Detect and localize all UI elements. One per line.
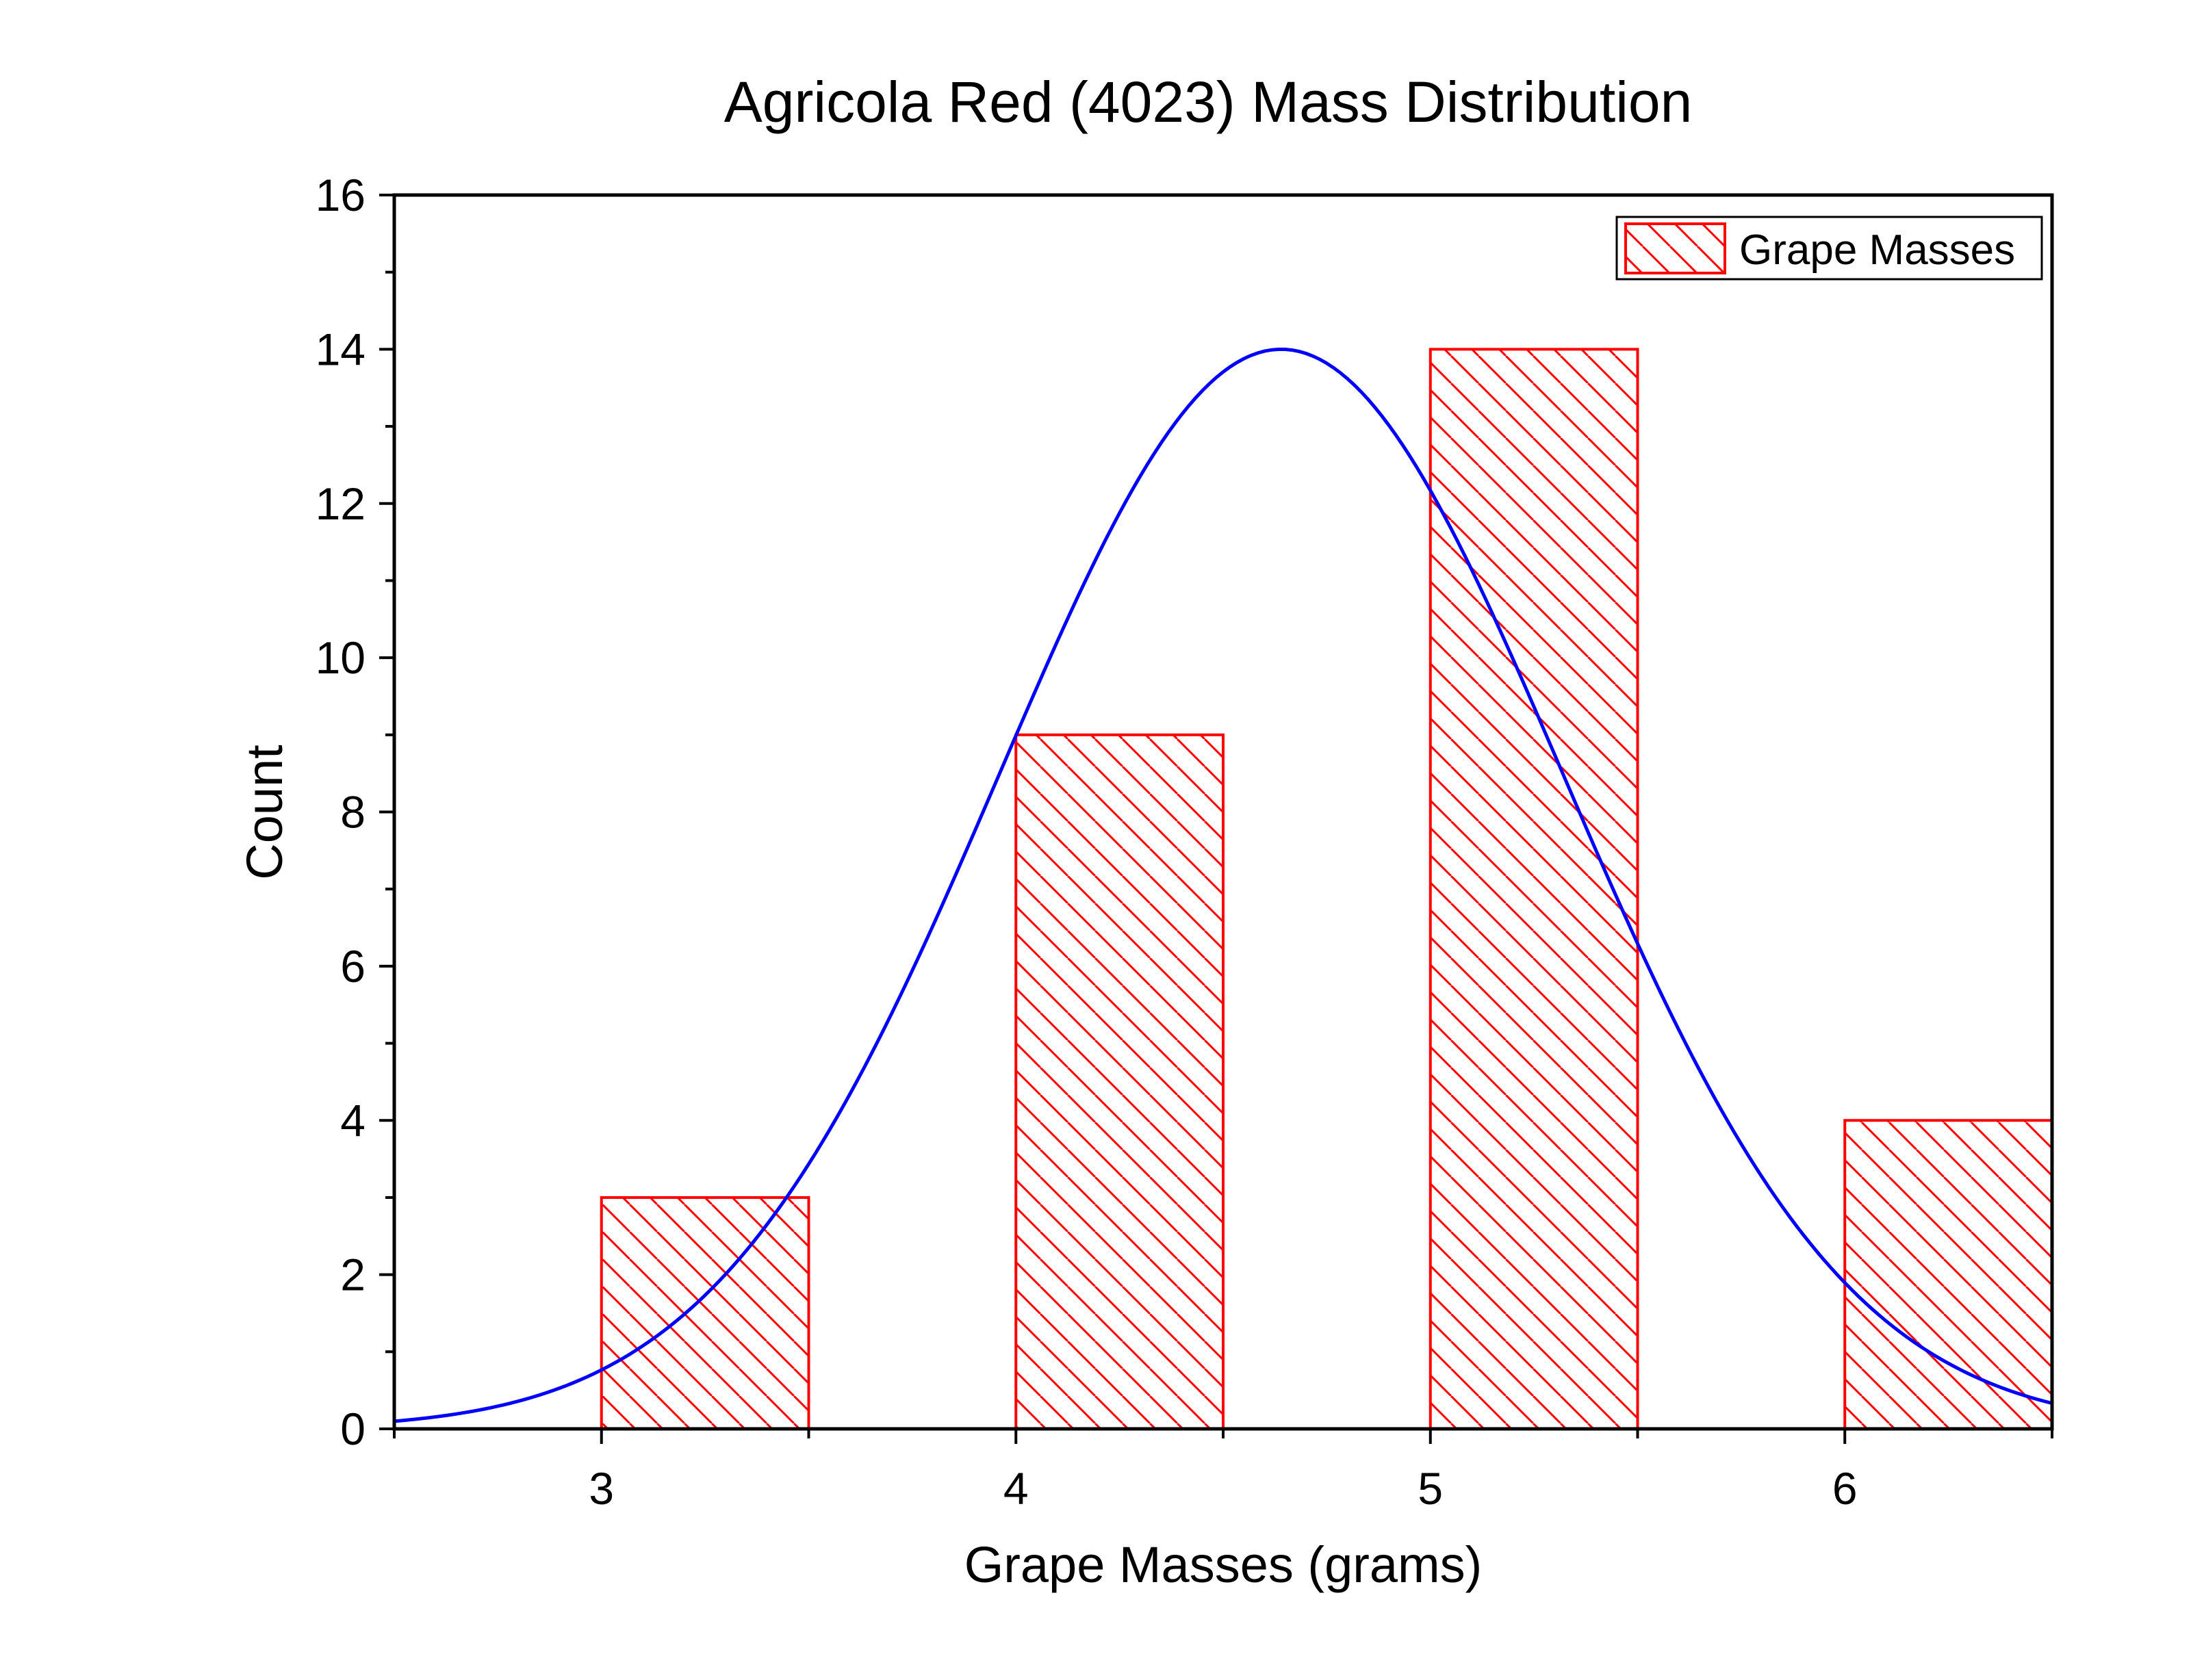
curve-layer bbox=[394, 347, 2052, 1423]
bar-1 bbox=[1014, 733, 1225, 1430]
y-axis-label: Count bbox=[236, 745, 293, 880]
y-tick-label-5: 10 bbox=[316, 632, 366, 683]
bar-3 bbox=[1843, 1119, 2053, 1430]
fit-curve bbox=[394, 347, 2052, 1423]
y-tick-label-3: 6 bbox=[340, 941, 366, 992]
legend: Grape Masses bbox=[1615, 216, 2043, 281]
x-tick-label-0: 3 bbox=[589, 1463, 614, 1514]
x-tick-label-1: 4 bbox=[1003, 1463, 1029, 1514]
y-axis: 0 2 4 6 8 10 12 14 16 bbox=[316, 170, 394, 1454]
y-tick-label-0: 0 bbox=[340, 1404, 366, 1454]
bar-2 bbox=[1428, 348, 1639, 1430]
bar-0 bbox=[600, 1196, 810, 1430]
y-tick-label-6: 12 bbox=[316, 478, 366, 529]
x-axis-label: Grape Masses (grams) bbox=[964, 1536, 1483, 1593]
x-tick-label-3: 6 bbox=[1832, 1463, 1858, 1514]
x-axis: 3 4 5 6 bbox=[393, 1429, 2053, 1514]
chart-title: Agricola Red (4023) Mass Distribution bbox=[724, 70, 1693, 134]
y-tick-label-4: 8 bbox=[340, 787, 366, 838]
y-tick-label-2: 4 bbox=[340, 1095, 366, 1146]
y-tick-label-7: 14 bbox=[316, 324, 366, 374]
y-tick-label-8: 16 bbox=[316, 170, 366, 220]
x-tick-label-2: 5 bbox=[1418, 1463, 1443, 1514]
y-tick-label-1: 2 bbox=[340, 1250, 366, 1300]
bars-layer bbox=[600, 348, 2053, 1430]
legend-swatch-grape-masses bbox=[1624, 222, 1726, 274]
legend-label-grape-masses: Grape Masses bbox=[1739, 227, 2015, 274]
